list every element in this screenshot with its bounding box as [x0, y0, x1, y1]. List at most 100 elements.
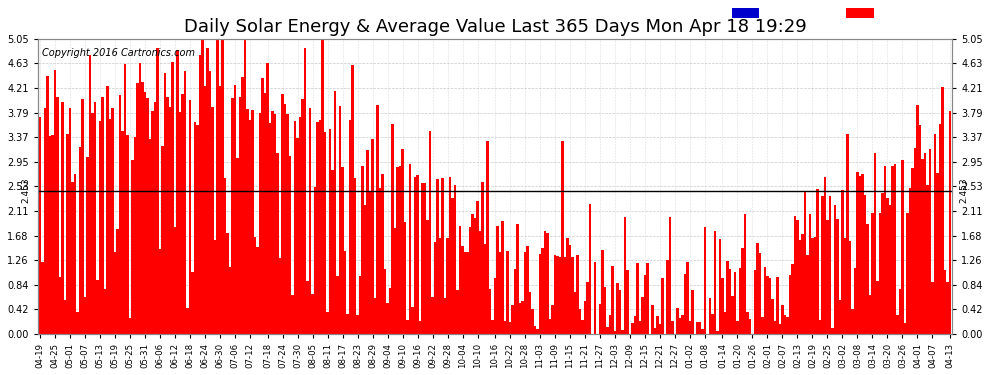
Bar — [671, 321, 674, 334]
Bar — [404, 222, 406, 334]
Bar — [832, 328, 834, 334]
Bar — [237, 158, 239, 334]
Bar — [346, 314, 348, 334]
Bar — [906, 213, 909, 334]
Bar — [142, 82, 144, 334]
Bar — [329, 129, 332, 334]
Bar — [437, 179, 439, 334]
Bar — [709, 298, 711, 334]
Bar — [274, 114, 276, 334]
Bar — [579, 309, 581, 334]
Bar — [799, 240, 801, 334]
Bar — [927, 185, 929, 334]
Bar — [379, 188, 381, 334]
Bar — [929, 149, 932, 334]
Bar — [419, 321, 422, 334]
Bar — [74, 174, 76, 334]
Bar — [309, 108, 311, 334]
Bar — [756, 243, 758, 334]
Bar — [489, 289, 491, 334]
Text: 2.453: 2.453 — [959, 178, 969, 203]
Bar — [166, 98, 169, 334]
Bar — [604, 286, 606, 334]
Bar — [76, 312, 79, 334]
Text: 2.453: 2.453 — [21, 178, 31, 203]
Bar — [676, 308, 679, 334]
Bar — [129, 318, 132, 334]
Bar — [401, 149, 404, 334]
Bar — [299, 117, 301, 334]
Bar — [214, 240, 216, 334]
Bar — [406, 320, 409, 334]
Bar — [658, 324, 661, 334]
Bar — [771, 298, 774, 334]
Bar — [941, 87, 943, 334]
Bar — [348, 120, 351, 334]
Bar — [919, 125, 921, 334]
Bar — [574, 292, 576, 334]
Bar — [196, 125, 199, 334]
Bar — [848, 241, 851, 334]
Bar — [819, 320, 821, 334]
Bar — [661, 278, 663, 334]
Bar — [109, 119, 111, 334]
Bar — [594, 262, 596, 334]
Bar — [553, 255, 556, 334]
Bar — [684, 274, 686, 334]
Bar — [132, 159, 134, 334]
Bar — [532, 309, 534, 334]
Bar — [386, 303, 389, 334]
Bar — [868, 295, 871, 334]
Bar — [253, 237, 256, 334]
Bar — [616, 284, 619, 334]
Bar — [334, 91, 337, 334]
Bar — [524, 252, 527, 334]
Bar — [144, 92, 147, 334]
Bar — [337, 276, 339, 334]
Bar — [201, 39, 204, 334]
Bar — [53, 70, 56, 334]
Bar — [56, 97, 58, 334]
Bar — [714, 231, 716, 334]
Bar — [909, 188, 911, 334]
Bar — [256, 247, 258, 334]
Bar — [837, 219, 839, 334]
Bar — [209, 71, 211, 334]
Bar — [432, 297, 434, 334]
Bar — [814, 237, 816, 334]
Bar — [356, 315, 358, 334]
Bar — [434, 242, 437, 334]
Bar — [42, 262, 44, 334]
Bar — [414, 177, 416, 334]
Bar — [363, 205, 366, 334]
Bar — [101, 98, 104, 334]
Bar — [651, 304, 653, 334]
Bar — [879, 213, 881, 334]
Bar — [216, 39, 219, 334]
Bar — [471, 214, 474, 334]
Bar — [522, 301, 524, 334]
Bar — [943, 270, 946, 334]
Bar — [911, 168, 914, 334]
Bar — [894, 164, 896, 334]
Bar — [484, 244, 486, 334]
Bar — [642, 297, 644, 334]
Bar — [47, 76, 49, 334]
Bar — [176, 51, 179, 334]
Bar — [411, 307, 414, 334]
Title: Daily Solar Energy & Average Value Last 365 Days Mon Apr 18 19:29: Daily Solar Energy & Average Value Last … — [183, 18, 807, 36]
Bar — [248, 120, 251, 334]
Bar — [804, 191, 806, 334]
Bar — [458, 226, 461, 334]
Bar — [934, 134, 937, 334]
Bar — [563, 257, 566, 334]
Bar — [396, 166, 399, 334]
Bar — [191, 272, 194, 334]
Bar — [948, 111, 951, 334]
Bar — [704, 227, 706, 334]
Bar — [422, 183, 424, 334]
Bar — [153, 102, 156, 334]
Bar — [424, 183, 427, 334]
Bar — [901, 159, 904, 334]
Bar — [586, 282, 589, 334]
